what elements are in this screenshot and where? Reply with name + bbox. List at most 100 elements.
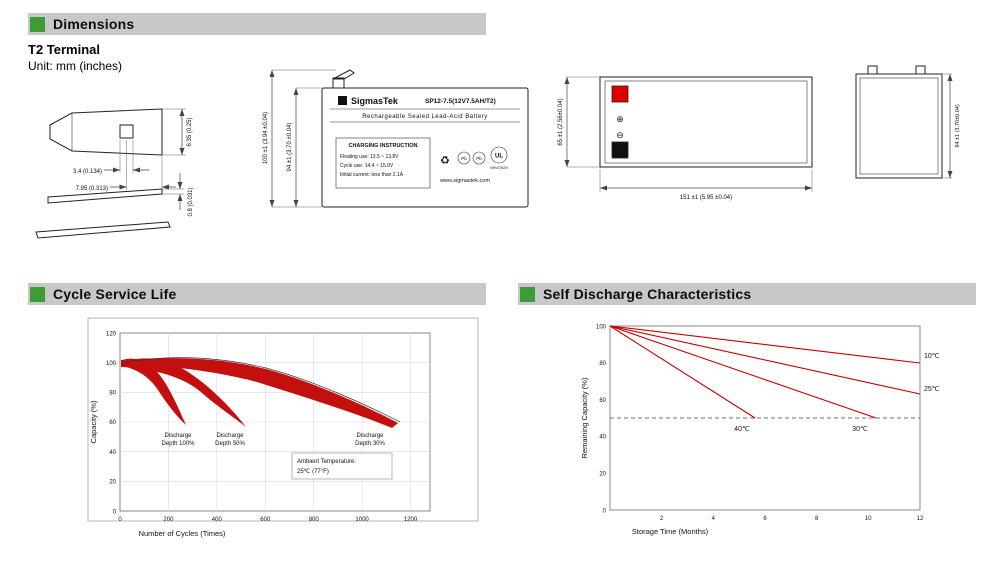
pb-icon — [472, 151, 486, 165]
dim-side-height-label: 94 ±1 (3.70±0.04) — [955, 104, 961, 148]
band-depth-30 — [121, 358, 398, 428]
discharge-depth-bands — [120, 357, 401, 428]
line-40c — [609, 325, 756, 419]
dim-thickness: 0.8 (0.031) — [162, 173, 194, 217]
band-labels: Discharge Depth 100% Discharge Depth 50%… — [161, 433, 385, 447]
dimension-drawings: 3.4 (0.134) 7.95 (0.313) 6.35 (0.25) — [35, 65, 961, 239]
ul-file-number: MH47629 — [490, 165, 508, 170]
ambient-line-1: Ambient Temperature: — [297, 459, 356, 465]
section-header-cycle-service-life: Cycle Service Life — [28, 283, 486, 305]
front-terminal-tab — [332, 77, 345, 89]
section-title-self-discharge: Self Discharge Characteristics — [543, 286, 752, 302]
x-tick: 0 — [118, 517, 122, 523]
band-label-100-l2: Depth 100% — [161, 441, 195, 447]
y-tick-labels: 120 100 80 60 40 20 0 — [106, 332, 117, 516]
band-label-30-l1: Discharge — [356, 433, 384, 439]
ambient-line-2: 25℃ (77°F) — [297, 469, 329, 475]
label-30c: 30℃ — [852, 426, 868, 433]
dim-width-label: 65 ±1 (2.56±0.04) — [558, 98, 564, 145]
dim-hole-width-label: 3.4 (0.134) — [73, 169, 102, 175]
battery-top-view: 65 ±1 (2.56±0.04) ⊕ ⊖ 151 ±1 (5.95 ±0.04… — [558, 76, 813, 201]
brand-name: SigmasTek — [351, 96, 399, 106]
y-tick: 60 — [599, 398, 606, 404]
x-tick: 12 — [917, 516, 924, 522]
y-axis-title: Remaining Capacity (%) — [580, 377, 589, 458]
battery-side-outline — [855, 73, 943, 179]
envelope-curve — [120, 357, 401, 423]
dim-length: 151 ±1 (5.95 ±0.04) — [599, 169, 813, 201]
charging-line-2: Cycle use: 14.4 ~ 15.0V — [340, 163, 394, 169]
dim-total-height: 100 ±1 (3.94 ±0.04) — [263, 69, 336, 208]
battery-front-view: 100 ±1 (3.94 ±0.04) 94 ±1 (3.70 ±0.04) S… — [263, 69, 529, 208]
x-tick: 1000 — [355, 517, 369, 523]
terminal-detail-drawing: 3.4 (0.134) 7.95 (0.313) 6.35 (0.25) — [35, 108, 194, 239]
dim-tab-height-label: 6.35 (0.25) — [187, 117, 193, 146]
dim-case-height-label: 94 ±1 (3.70 ±0.04) — [287, 123, 293, 172]
dim-total-height-label: 100 ±1 (3.94 ±0.04) — [263, 112, 269, 164]
side-terminal-tab — [915, 65, 926, 75]
charging-title: CHARGING INSTRUCTION — [348, 143, 417, 149]
dim-hole-width: 3.4 (0.134) — [73, 140, 149, 175]
y-tick: 100 — [596, 325, 607, 331]
x-tick: 800 — [309, 517, 320, 523]
line-labels: 10℃ 25℃ 30℃ 40℃ — [734, 353, 940, 433]
side-terminal-tab — [867, 65, 878, 75]
y-tick: 80 — [599, 361, 606, 367]
header-accent-square — [30, 16, 45, 32]
section-header-dimensions: Dimensions — [28, 13, 486, 35]
charging-line-1: Floating use: 13.5 ~ 13.8V — [340, 154, 399, 160]
model-number: SP12-7.5(12V7.5AH/T2) — [425, 98, 496, 105]
y-tick: 100 — [106, 361, 117, 367]
y-tick: 120 — [106, 332, 117, 338]
battery-label: S SigmasTek SP12-7.5(12V7.5AH/T2) Rechar… — [330, 96, 520, 189]
y-tick: 60 — [109, 420, 116, 426]
charging-line-3: Initial current: less than 2.1A — [340, 172, 404, 178]
terminal-hole — [119, 124, 134, 139]
pb-label: Pb — [476, 156, 482, 161]
battery-top-outline — [599, 76, 813, 168]
section-title-cycle-service-life: Cycle Service Life — [53, 286, 177, 302]
x-tick: 200 — [163, 517, 174, 523]
terminal-blade-profile — [35, 221, 171, 239]
line-30c — [609, 325, 877, 419]
band-depth-50 — [121, 358, 246, 427]
y-tick: 0 — [603, 509, 607, 515]
x-tick-labels: 0 200 400 600 800 1000 1200 — [118, 517, 418, 523]
section-title-dimensions: Dimensions — [53, 16, 135, 32]
minus-symbol: ⊖ — [616, 130, 624, 140]
dim-tab-length: 7.95 (0.313) — [76, 140, 176, 192]
charging-instruction-box — [335, 137, 431, 189]
section-header-self-discharge: Self Discharge Characteristics — [518, 283, 976, 305]
header-accent-square — [30, 286, 45, 302]
x-tick: 2 — [660, 516, 664, 522]
discharge-lines — [609, 325, 921, 419]
label-25c: 25℃ — [924, 386, 940, 393]
x-tick: 4 — [712, 516, 716, 522]
battery-front-outline — [321, 87, 529, 208]
plus-symbol: ⊕ — [616, 114, 624, 124]
ul-label: UL — [495, 154, 503, 160]
x-tick: 6 — [763, 516, 767, 522]
brand-logo-letter: S — [340, 99, 345, 106]
dim-case-height: 94 ±1 (3.70 ±0.04) — [287, 87, 322, 207]
x-tick: 8 — [815, 516, 819, 522]
y-tick: 0 — [113, 510, 117, 516]
dim-length-label: 151 ±1 (5.95 ±0.04) — [680, 195, 732, 201]
x-axis-title: Storage Time (Months) — [632, 527, 709, 536]
x-tick: 400 — [212, 517, 223, 523]
ul-icon — [490, 146, 508, 164]
terminal-tab-outline — [49, 108, 163, 156]
x-tick: 10 — [865, 516, 872, 522]
dim-width: 65 ±1 (2.56±0.04) — [558, 76, 600, 168]
y-tick: 80 — [109, 391, 116, 397]
x-tick-labels: 2 4 6 8 10 12 — [660, 516, 924, 522]
dim-side-height: 94 ±1 (3.70±0.04) — [942, 73, 961, 179]
label-10c: 10℃ — [924, 353, 940, 360]
band-label-30-l2: Depth 30% — [355, 441, 385, 447]
line-25c — [609, 325, 921, 395]
pb-icon — [457, 151, 471, 165]
band-label-100-l1: Discharge — [164, 433, 192, 439]
label-40c: 40℃ — [734, 426, 750, 433]
terminal-type-title: T2 Terminal — [28, 42, 101, 57]
